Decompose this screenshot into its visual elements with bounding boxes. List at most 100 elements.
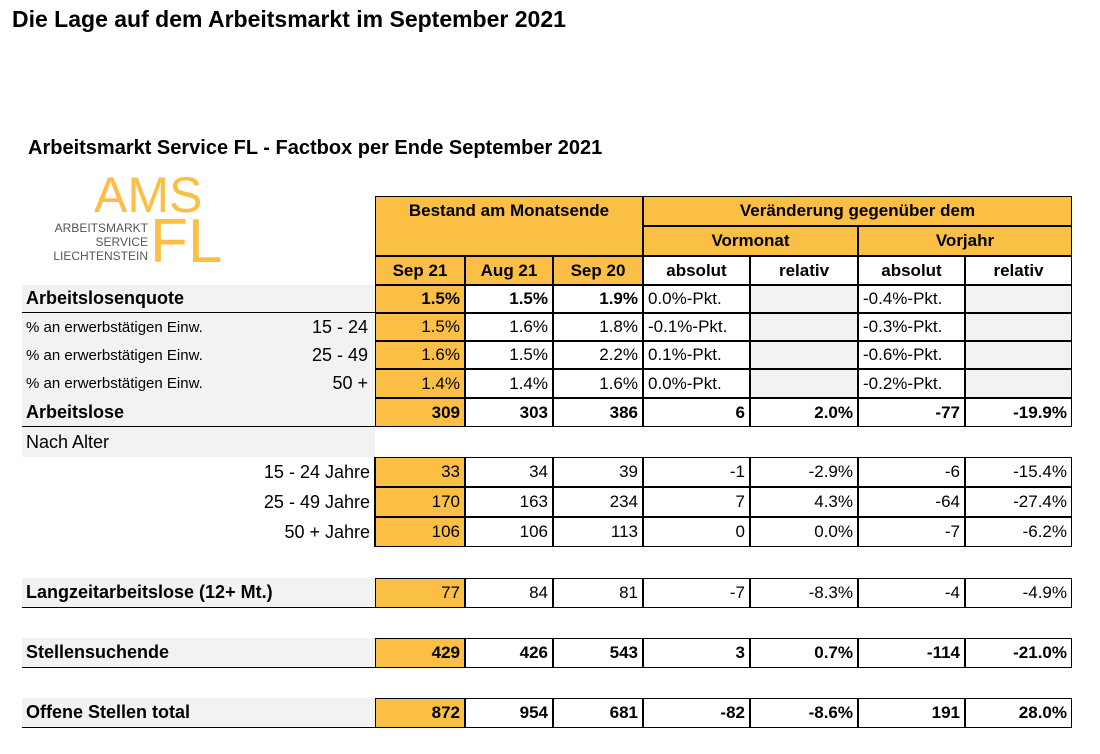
logo-line: SERVICE [95,235,148,249]
value-cell: -8.6% [750,698,858,728]
value-cell: -0.2%-Pkt. [858,369,965,398]
value-cell: 163 [465,487,553,517]
value-cell: 77 [375,578,465,608]
value-cell: 3 [643,638,750,668]
value-cell: 1.5% [375,313,465,341]
value-cell: -21.0% [965,638,1072,668]
row-label: % an erwerbstätigen Einw. [22,341,375,369]
row-label: Offene Stellen total [22,698,375,728]
value-cell: 81 [553,578,643,608]
value-cell: 7 [643,487,750,517]
column-header: Sep 20 [553,256,643,285]
value-cell: -1 [643,457,750,487]
value-cell: -19.9% [965,398,1072,427]
page-title: Die Lage auf dem Arbeitsmarkt im Septemb… [12,6,566,32]
logo-line: ARBEITSMARKT [54,221,148,235]
row-label: Arbeitslose [22,398,375,427]
column-header: Sep 21 [375,256,465,285]
value-cell: 6 [643,398,750,427]
value-cell: -6 [858,457,965,487]
value-cell: 33 [375,457,465,487]
empty-cell [750,341,858,369]
value-cell: 84 [465,578,553,608]
row-label: 25 - 49 Jahre [22,487,375,517]
value-cell: 0 [643,517,750,547]
empty-cell [750,313,858,341]
row-label: Arbeitslosenquote [22,285,375,313]
value-cell: 303 [465,398,553,427]
header-sub: Vorjahr [858,226,1072,256]
row-label: % an erwerbstätigen Einw. [22,369,375,398]
row-label: 50 + Jahre [22,517,375,547]
row-label: Stellensuchende [22,638,375,668]
row-label: Nach Alter [22,427,375,457]
row-sublabel: 25 - 49 [311,344,368,365]
value-cell: 2.2% [553,341,643,369]
value-cell: 954 [465,698,553,728]
column-header: relativ [750,256,858,285]
value-cell: 28.0% [965,698,1072,728]
logo-line: LIECHTENSTEIN [53,249,148,263]
value-cell: -27.4% [965,487,1072,517]
logo-ams: AMS [94,167,203,223]
value-cell: 191 [858,698,965,728]
value-cell: 1.8% [553,313,643,341]
value-cell: 170 [375,487,465,517]
factbox-title: Arbeitsmarkt Service FL - Factbox per En… [28,137,603,159]
column-header: absolut [643,256,750,285]
value-cell: 106 [375,517,465,547]
value-cell: -7 [858,517,965,547]
value-cell: 0.0% [750,517,858,547]
logo-fl: FL [150,207,223,276]
value-cell: -0.4%-Pkt. [858,285,965,313]
value-cell: 1.4% [375,369,465,398]
value-cell: 1.5% [465,341,553,369]
value-cell: -4.9% [965,578,1072,608]
empty-cell [750,285,858,313]
column-header: absolut [858,256,965,285]
empty-cell [965,313,1072,341]
row-sublabel: 50 + [332,373,368,393]
value-cell: -0.1%-Pkt. [643,313,750,341]
value-cell: 386 [553,398,643,427]
value-cell: -4 [858,578,965,608]
value-cell: 234 [553,487,643,517]
value-cell: 34 [465,457,553,487]
row-sublabel: 15 - 24 [311,316,368,337]
value-cell: -114 [858,638,965,668]
empty-cell [750,369,858,398]
value-cell: 681 [553,698,643,728]
row-label: 15 - 24 Jahre [22,457,375,487]
value-cell: 0.7% [750,638,858,668]
value-cell: 309 [375,398,465,427]
value-cell: -8.3% [750,578,858,608]
value-cell: 113 [553,517,643,547]
row-label: Langzeitarbeitslose (12+ Mt.) [22,578,375,608]
value-cell: 426 [465,638,553,668]
value-cell: -6.2% [965,517,1072,547]
value-cell: 1.5% [375,285,465,313]
value-cell: 39 [553,457,643,487]
empty-cell [965,285,1072,313]
value-cell: 1.4% [465,369,553,398]
value-cell: 2.0% [750,398,858,427]
value-cell: -64 [858,487,965,517]
empty-cell [965,341,1072,369]
value-cell: 1.9% [553,285,643,313]
column-header: relativ [965,256,1072,285]
value-cell: 106 [465,517,553,547]
value-cell: 4.3% [750,487,858,517]
value-cell: -15.4% [965,457,1072,487]
value-cell: -2.9% [750,457,858,487]
row-label: % an erwerbstätigen Einw. [22,313,375,341]
value-cell: 543 [553,638,643,668]
value-cell: 1.6% [553,369,643,398]
value-cell: -77 [858,398,965,427]
header-sub: Vormonat [643,226,858,256]
value-cell: -0.6%-Pkt. [858,341,965,369]
value-cell: 0.0%-Pkt. [643,285,750,313]
header-group: Bestand am Monatsende [375,196,643,256]
value-cell: 1.6% [375,341,465,369]
header-group: Veränderung gegenüber dem [643,196,1072,226]
